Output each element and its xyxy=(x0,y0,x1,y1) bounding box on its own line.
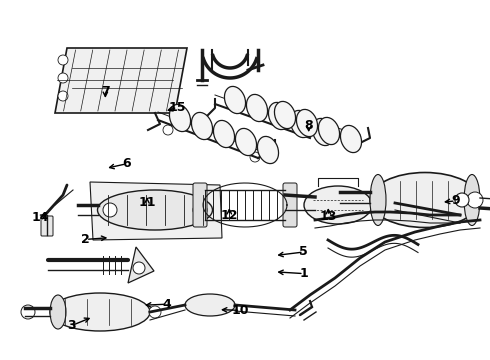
Text: 4: 4 xyxy=(162,298,171,311)
Text: 11: 11 xyxy=(138,196,156,209)
Ellipse shape xyxy=(464,175,480,225)
Ellipse shape xyxy=(246,94,268,122)
Circle shape xyxy=(250,152,260,162)
Ellipse shape xyxy=(224,86,245,114)
Ellipse shape xyxy=(50,295,66,329)
Ellipse shape xyxy=(304,186,372,224)
Ellipse shape xyxy=(291,111,312,138)
Text: 12: 12 xyxy=(220,209,238,222)
Ellipse shape xyxy=(370,172,480,228)
Text: 9: 9 xyxy=(451,194,460,207)
Text: 15: 15 xyxy=(169,101,186,114)
Text: 2: 2 xyxy=(81,233,90,246)
FancyBboxPatch shape xyxy=(283,183,297,227)
Ellipse shape xyxy=(318,117,340,145)
Circle shape xyxy=(58,73,68,83)
Circle shape xyxy=(58,91,68,101)
Text: 7: 7 xyxy=(101,85,110,98)
Ellipse shape xyxy=(170,104,191,132)
Circle shape xyxy=(455,193,469,207)
Circle shape xyxy=(103,203,117,217)
Circle shape xyxy=(163,125,173,135)
Text: 6: 6 xyxy=(122,157,131,170)
Circle shape xyxy=(133,262,145,274)
Text: 10: 10 xyxy=(231,304,249,317)
Circle shape xyxy=(467,192,483,208)
Ellipse shape xyxy=(370,175,386,225)
Ellipse shape xyxy=(341,125,362,153)
Text: 8: 8 xyxy=(304,119,313,132)
Text: 13: 13 xyxy=(319,210,337,222)
Polygon shape xyxy=(55,48,187,113)
Ellipse shape xyxy=(236,129,257,156)
Polygon shape xyxy=(90,182,222,240)
Ellipse shape xyxy=(257,136,278,163)
Ellipse shape xyxy=(50,293,150,331)
Ellipse shape xyxy=(214,120,235,148)
Text: 14: 14 xyxy=(31,211,49,224)
Circle shape xyxy=(149,306,161,318)
Ellipse shape xyxy=(274,102,295,129)
Ellipse shape xyxy=(313,118,334,145)
Ellipse shape xyxy=(98,190,213,230)
Text: 3: 3 xyxy=(67,319,75,332)
Ellipse shape xyxy=(192,112,213,140)
Polygon shape xyxy=(128,247,154,283)
Circle shape xyxy=(58,55,68,65)
Circle shape xyxy=(193,203,207,217)
Ellipse shape xyxy=(269,102,290,130)
FancyBboxPatch shape xyxy=(41,216,53,236)
FancyBboxPatch shape xyxy=(193,183,207,227)
Ellipse shape xyxy=(296,109,318,136)
Text: 1: 1 xyxy=(299,267,308,280)
Ellipse shape xyxy=(185,294,235,316)
Text: 5: 5 xyxy=(299,246,308,258)
Circle shape xyxy=(21,305,35,319)
